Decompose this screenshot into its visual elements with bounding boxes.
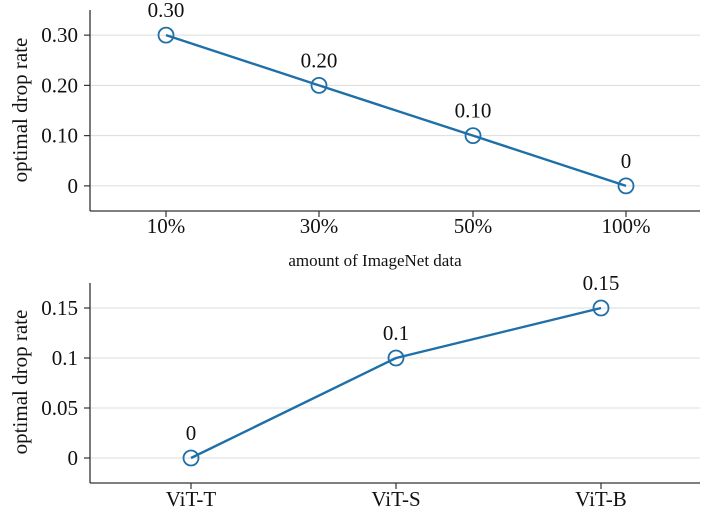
- data-label: 0.15: [583, 271, 620, 295]
- x-tick-label: 50%: [454, 214, 493, 238]
- x-tick-label: ViT-S: [371, 487, 420, 511]
- y-tick-label: 0.05: [41, 396, 78, 420]
- x-axis-title: amount of ImageNet data: [288, 251, 462, 270]
- y-axis-title: optimal drop rate: [8, 310, 32, 455]
- data-point: [157, 26, 175, 44]
- y-tick-label: 0.10: [41, 124, 78, 148]
- data-label: 0.10: [455, 99, 492, 123]
- data-label: 0.20: [301, 48, 338, 72]
- y-tick-label: 0.15: [41, 296, 78, 320]
- data-label: 0.30: [148, 0, 185, 22]
- x-tick-label: ViT-B: [575, 487, 627, 511]
- data-point: [592, 299, 610, 317]
- data-label: 0.1: [383, 321, 409, 345]
- data-label: 0: [621, 149, 632, 173]
- data-label: 0: [186, 421, 197, 445]
- y-tick-label: 0: [68, 446, 79, 470]
- series-line: [190, 306, 602, 460]
- x-tick-label: ViT-T: [166, 487, 217, 511]
- x-tick-label: 10%: [147, 214, 186, 238]
- y-tick-label: 0.1: [52, 346, 78, 370]
- series-line: [165, 33, 627, 188]
- x-tick-label: 30%: [300, 214, 339, 238]
- data-point: [310, 76, 328, 94]
- data-point: [387, 349, 405, 367]
- data-point: [617, 177, 635, 195]
- chart-imagenet-data: 0 0.10 0.20 0.30 10% 30% 50% 100% 0.30 0.20 0.10 0 o…: [8, 0, 700, 270]
- x-tick-label: 100%: [602, 214, 651, 238]
- y-tick-label: 0: [68, 174, 79, 198]
- y-tick-label: 0.30: [41, 23, 78, 47]
- chart-vit-size: 0 0.05 0.1 0.15 ViT-T ViT-S ViT-B 0 0.1 0.15 optim…: [8, 271, 700, 511]
- data-point: [182, 449, 200, 467]
- data-point: [464, 127, 482, 145]
- y-axis-title: optimal drop rate: [8, 38, 32, 183]
- y-tick-label: 0.20: [41, 73, 78, 97]
